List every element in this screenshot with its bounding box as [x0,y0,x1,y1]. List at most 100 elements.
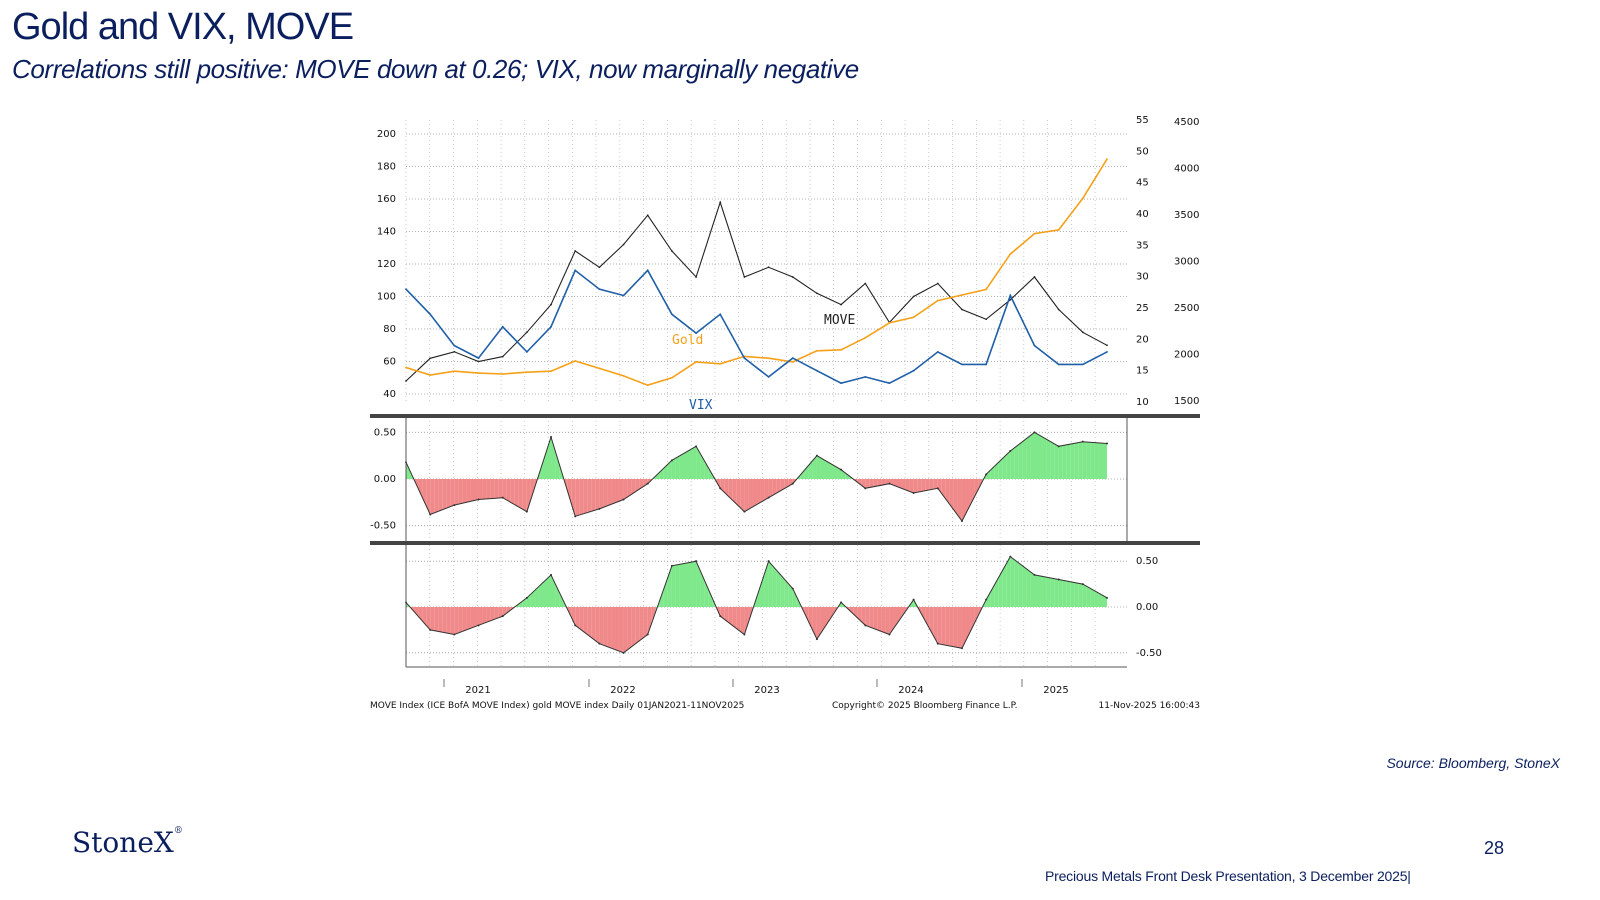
move-corr-band-51 [611,607,616,650]
point-vix-24 [985,363,988,366]
vix-corr-band-103 [820,458,825,479]
move-corr-band-48 [599,607,604,646]
move-corr-band-168 [1082,584,1087,607]
gold-series-label: Gold [672,333,703,348]
move-corr-band-155 [1030,571,1035,607]
move-corr-band-134 [945,607,950,646]
move-corr-band-141 [974,607,979,624]
vix-corr-band-75 [708,467,713,479]
point-move-21 [912,295,915,298]
vix-tick-45: 45 [1136,178,1149,189]
move-corr-band-117 [877,607,882,632]
point-vix-3 [477,357,480,360]
vix-corr-tick--0.50: -0.50 [370,521,396,532]
move-corr-band-162 [1058,579,1063,607]
point-move-6 [550,303,552,306]
vix-corr-band-37 [555,450,560,479]
vix-corr-band-98 [800,469,805,479]
axis-labels: 200 180 160 140 120 100 80 60 40 55 50 45 40 35 30 25 20… [370,115,1200,696]
vix-corr-band-66 [671,458,676,479]
vix-corr-band-46 [591,479,596,512]
vix-corr-band-41 [571,479,576,517]
move-corr-band-39 [563,600,568,609]
vix-corr-band-157 [1038,434,1043,479]
point-move-28 [1081,331,1084,334]
vix-corr-band-83 [740,479,745,512]
point-vix-15 [767,376,770,378]
vix-corr-tick-0.00: 0.00 [374,474,396,485]
vix-corr-band-71 [692,446,697,479]
vix-corr-band-64 [663,464,668,479]
move-corr-band-16 [470,607,475,629]
move-corr-band-37 [555,583,560,607]
vix-corr-band-11 [450,479,455,507]
vix-corr-band-167 [1078,441,1083,479]
move-corr-band-153 [1022,565,1027,607]
move-corr-band-78 [720,607,725,620]
move-corr-band-133 [941,607,946,646]
move-corr-band-0 [406,602,411,607]
vix-corr-band-53 [619,479,624,502]
vix-corr-band-109 [845,472,850,479]
move-corr-band-120 [889,607,894,635]
point-gold-10 [646,384,649,387]
vix-corr-band-141 [974,479,979,498]
point-move-27 [1057,308,1060,311]
vix-corr-band-88 [760,479,765,503]
move-corr-band-72 [696,561,701,607]
vix-corr-band-139 [965,479,971,514]
point-vix-21 [912,369,915,372]
gold-tick-4500: 4500 [1174,117,1199,128]
point-vix-7 [574,269,577,272]
vix-corr-band-65 [667,460,672,479]
vix-corr-band-100 [808,460,813,479]
vix-corr-band-7 [434,479,439,513]
move-corr-band-95 [788,584,793,607]
vix-corr-band-114 [865,479,870,489]
vix-corr-band-81 [732,479,737,504]
move-corr-band-96 [792,588,797,607]
vix-corr-band-123 [901,479,906,490]
move-corr-band-89 [764,561,769,607]
move-corr-band-100 [808,607,813,631]
point-vix-0 [405,288,407,291]
vix-corr-band-57 [635,479,640,492]
point-vix-4 [501,325,504,328]
point-move-22 [936,282,939,285]
point-move-23 [961,308,963,311]
point-vix-8 [598,288,601,291]
vix-corr-band-117 [877,479,882,486]
point-vix-20 [888,382,891,385]
vix-corr-band-85 [748,479,753,510]
move-tick-200: 200 [377,129,396,140]
point-gold-25 [1009,253,1012,255]
point-move-10 [646,214,649,217]
move-corr-band-42 [575,607,580,629]
x-tick-2021: 2021 [465,685,490,696]
vix-corr-band-50 [607,479,612,506]
move-corr-band-163 [1062,580,1067,607]
point-gold-2 [453,370,456,373]
move-corr-band-131 [933,607,938,644]
vix-corr-band-137 [957,479,962,521]
move-corr-band-119 [885,607,890,635]
vix-corr-band-24 [502,479,507,500]
vix-corr-band-161 [1054,444,1059,479]
move-corr-band-114 [865,607,870,627]
vix-corr-band-34 [542,449,548,479]
point-move-14 [743,276,746,278]
vix-corr-band-51 [611,479,616,505]
move-corr-band-121 [893,607,898,629]
vix-corr-band-40 [567,479,572,504]
vix-tick-55: 55 [1136,115,1149,126]
move-corr-band-161 [1054,578,1059,607]
move-corr-band-43 [579,607,584,632]
point-gold-24 [985,288,988,291]
move-corr-band-136 [953,607,958,648]
vix-corr-band-166 [1074,442,1079,479]
move-corr-band-149 [1006,556,1011,607]
vix-corr-band-153 [1022,438,1027,479]
vix-corr-band-17 [474,479,479,501]
move-corr-band-79 [724,607,729,623]
series-line-move [405,200,1108,382]
